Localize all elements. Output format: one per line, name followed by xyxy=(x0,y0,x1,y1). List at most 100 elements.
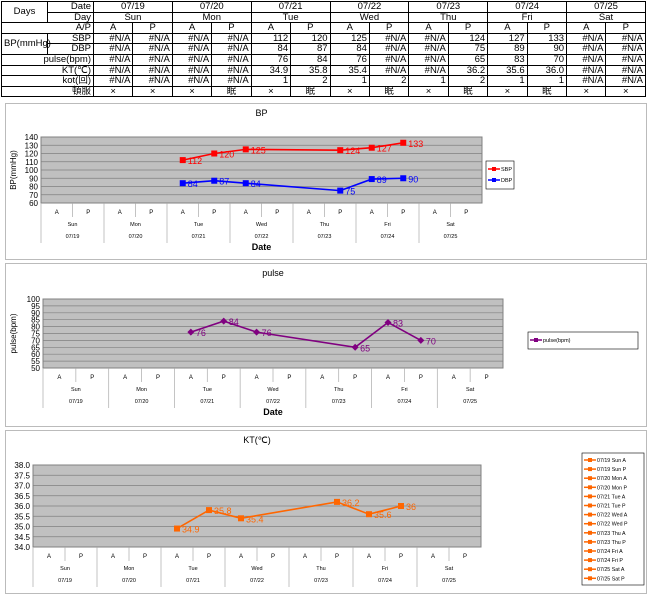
ap-header: A xyxy=(92,22,134,34)
prn-label: 頓服 xyxy=(1,85,94,98)
x-tick-ap: P xyxy=(485,375,489,381)
data-label: 36 xyxy=(406,502,416,512)
kt-cell: #N/A xyxy=(92,64,134,77)
x-tick-date: 07/25 xyxy=(442,578,456,584)
prn-cell: × xyxy=(132,85,173,98)
ap-header: P xyxy=(368,22,410,34)
data-point xyxy=(368,144,375,151)
kot-cell: 2 xyxy=(368,75,410,87)
x-axis-label: Date xyxy=(252,242,272,252)
kt-cell: #N/A xyxy=(566,64,607,77)
legend-marker xyxy=(492,178,496,182)
kot-cell: #N/A xyxy=(605,75,646,87)
ap-header: P xyxy=(290,22,331,34)
data-label: 65 xyxy=(360,343,370,353)
x-tick-date: 07/24 xyxy=(398,399,412,405)
x-tick-date: 07/24 xyxy=(381,234,395,240)
data-point xyxy=(400,175,407,182)
y-tick-label: 34.5 xyxy=(14,533,30,542)
data-point xyxy=(337,187,344,194)
dbp-cell: #N/A xyxy=(605,43,646,55)
x-tick-day: Fri xyxy=(382,566,388,572)
x-tick-ap: P xyxy=(464,210,468,216)
x-tick-day: Thu xyxy=(320,222,329,228)
data-point xyxy=(206,507,212,514)
x-tick-ap: A xyxy=(255,375,259,381)
data-point xyxy=(211,150,218,157)
prn-cell: 眠 xyxy=(368,85,410,98)
data-label: 84 xyxy=(229,317,239,327)
x-tick-day: Tue xyxy=(194,222,203,228)
x-tick-ap: A xyxy=(433,210,437,216)
data-point xyxy=(384,318,392,326)
y-tick-label: 80 xyxy=(31,323,40,332)
y-tick-label: 35.0 xyxy=(14,523,30,532)
sbp-cell: #N/A xyxy=(132,32,173,45)
prn-cell: × xyxy=(487,85,528,98)
data-point xyxy=(253,328,261,336)
data-point xyxy=(179,157,186,164)
dbp-cell: #N/A xyxy=(368,43,410,55)
date-header: 07/25 xyxy=(566,1,646,13)
x-tick-date: 07/25 xyxy=(463,399,477,405)
prn-cell: 眠 xyxy=(211,85,252,98)
y-tick-label: 130 xyxy=(25,141,39,150)
dbp-cell: 87 xyxy=(290,43,331,55)
data-point xyxy=(366,511,372,518)
legend-marker xyxy=(588,576,592,581)
legend-marker xyxy=(588,503,592,508)
legend-label: 07/25 Sat A xyxy=(597,567,625,573)
data-label: 36.2 xyxy=(342,498,360,508)
chart-title: BP xyxy=(255,108,267,118)
kot-cell: 1 xyxy=(487,75,528,87)
y-tick-label: 50 xyxy=(31,364,40,373)
x-tick-ap: P xyxy=(149,210,153,216)
sbp-cell: 124 xyxy=(447,32,489,45)
sbp-cell: #N/A xyxy=(211,32,252,45)
prn-cell: × xyxy=(566,85,607,98)
y-tick-label: 38.0 xyxy=(14,461,30,470)
y-axis-label: pulse(bpm) xyxy=(9,313,18,353)
series-line-DBP xyxy=(182,177,404,192)
kot-cell: 1 xyxy=(329,75,370,87)
x-tick-ap: A xyxy=(175,554,179,560)
data-point xyxy=(220,317,228,325)
data-point xyxy=(334,498,340,505)
prn-cell: × xyxy=(171,85,213,98)
legend xyxy=(485,160,515,190)
days-label: Days xyxy=(1,0,48,24)
legend-marker xyxy=(588,458,592,462)
x-tick-day: Thu xyxy=(316,566,325,572)
data-label: 90 xyxy=(408,174,418,184)
x-axis-label: Date xyxy=(263,407,283,417)
day-header: Fri xyxy=(487,11,568,24)
legend-label: 07/19 Sun P xyxy=(597,467,627,473)
kot-cell: 1 xyxy=(526,75,568,87)
x-tick-day: Sun xyxy=(60,566,70,572)
data-label: 34.9 xyxy=(182,525,200,535)
date-header: 07/21 xyxy=(250,1,331,13)
x-tick-date: 07/23 xyxy=(314,578,328,584)
bp-chart: BP 60 70 80 90 100 110 120 130 140 BP(mmHg) A P Sun 07… xyxy=(5,103,647,260)
x-tick-ap: P xyxy=(86,210,90,216)
data-point xyxy=(337,147,344,154)
x-tick-ap: A xyxy=(111,554,115,560)
data-point xyxy=(179,180,186,187)
legend-label: 07/21 Tue A xyxy=(597,494,626,500)
data-point xyxy=(242,180,249,187)
x-tick-ap: P xyxy=(338,210,342,216)
x-tick-date: 07/22 xyxy=(255,234,269,240)
data-label: 83 xyxy=(393,318,403,328)
kt-cell: 36.2 xyxy=(447,64,489,77)
series-line-SBP xyxy=(182,141,404,161)
kt-cell: 35.8 xyxy=(290,64,331,77)
x-tick-day: Wed xyxy=(256,222,267,228)
prn-cell: × xyxy=(408,85,449,98)
y-tick-label: 140 xyxy=(25,133,39,142)
x-tick-ap: P xyxy=(401,210,405,216)
vitals-table: Days Date 07/19 07/20 07/21 07/22 07/23 07/24 07… xyxy=(1,0,646,98)
pulse-cell: 65 xyxy=(447,53,489,66)
y-tick-label: 95 xyxy=(31,302,40,311)
prn-cell: 眠 xyxy=(526,85,568,98)
sbp-cell: #N/A xyxy=(408,32,449,45)
